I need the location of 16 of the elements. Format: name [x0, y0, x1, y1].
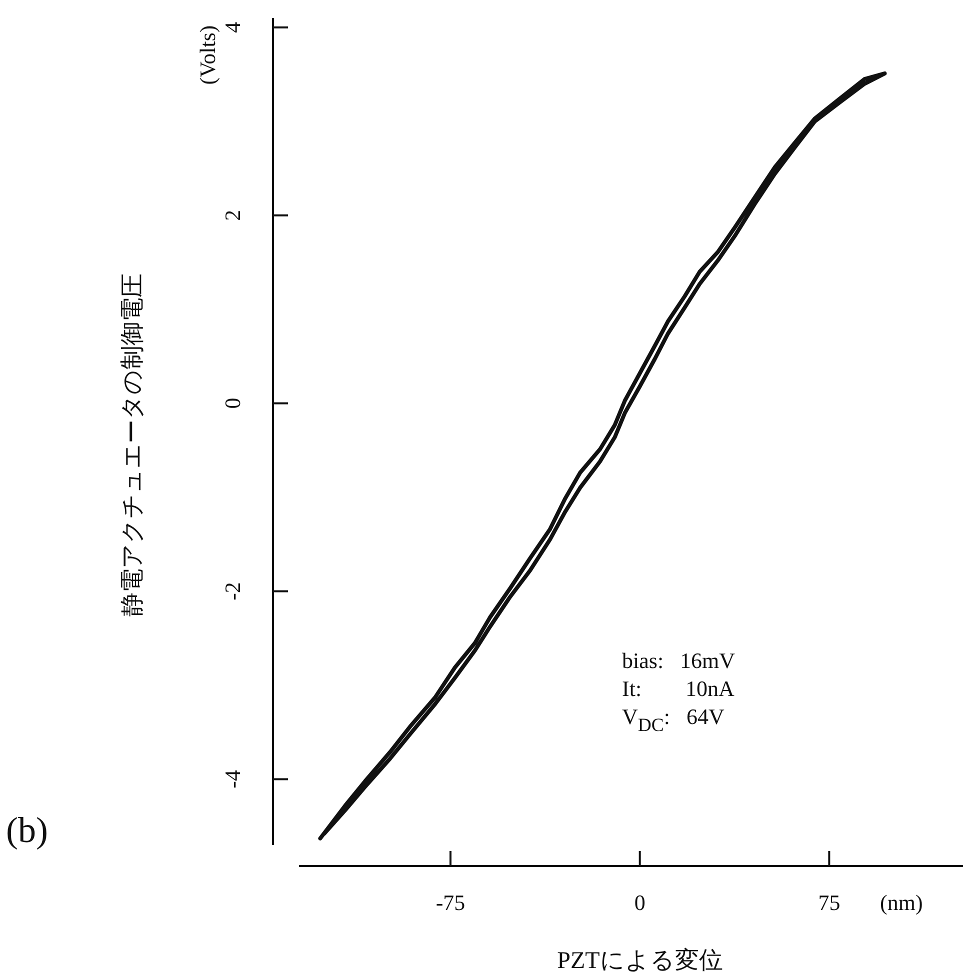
- ytick: 4: [220, 22, 245, 33]
- xlabel: PZTによる変位: [557, 948, 723, 974]
- ytick: 0: [220, 398, 245, 409]
- annotation: V$_{DC}$: 64V: [622, 704, 724, 736]
- annotation: bias: 16mV: [622, 648, 736, 673]
- annotation: (nm): [880, 890, 923, 915]
- ylabel: 静電アクチュエータの制御電圧: [120, 274, 146, 616]
- annotation: It: 10nA: [622, 676, 734, 701]
- ytick: -4: [220, 770, 245, 788]
- ytick: 2: [220, 210, 245, 221]
- xtick: 75: [818, 890, 840, 915]
- xtick: 0: [634, 890, 646, 915]
- annotation: (b): [6, 810, 48, 850]
- annotation: (Volts): [195, 25, 220, 85]
- ytick: -2: [220, 582, 245, 600]
- xtick: -75: [436, 890, 466, 915]
